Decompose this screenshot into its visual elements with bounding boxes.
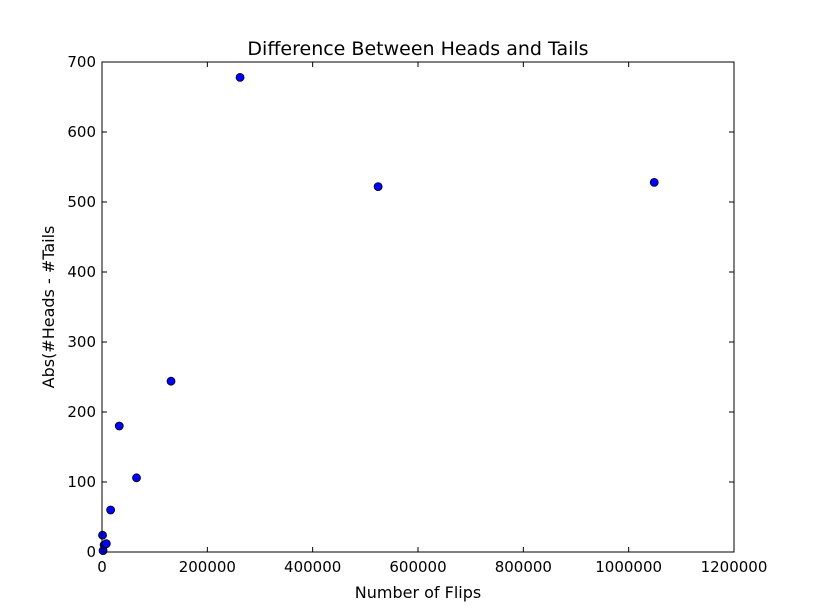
- y-tick-label: 700: [67, 53, 96, 71]
- chart-title: Difference Between Heads and Tails: [247, 38, 588, 60]
- x-tick-label: 600000: [389, 558, 446, 576]
- x-tick-label: 1200000: [701, 558, 768, 576]
- data-point: [649, 177, 659, 187]
- axis-ticks: 0 200000 400000 600000 800000 1000000 1200000 0…: [67, 53, 767, 576]
- x-axis-title: Number of Flips: [355, 583, 481, 602]
- y-axis-title: Abs(#Heads - #Tails: [39, 226, 58, 389]
- y-tick-label: 200: [67, 403, 96, 421]
- plot-frame: [101, 61, 735, 553]
- data-points: [98, 73, 659, 555]
- x-tick-label: 1000000: [595, 558, 662, 576]
- x-tick-label: 200000: [179, 558, 236, 576]
- x-tick-label: 0: [97, 558, 107, 576]
- y-tick-label: 500: [67, 193, 96, 211]
- data-point: [106, 505, 116, 515]
- x-tick-label: 800000: [495, 558, 552, 576]
- y-tick-label: 300: [67, 333, 96, 351]
- y-tick-label: 0: [86, 543, 96, 561]
- y-tick-label: 400: [67, 263, 96, 281]
- x-tick-label: 400000: [284, 558, 341, 576]
- data-point: [235, 73, 245, 82]
- y-tick-label: 100: [67, 473, 96, 491]
- data-point: [101, 539, 111, 548]
- data-point: [132, 473, 141, 483]
- data-point: [373, 182, 383, 192]
- data-point: [166, 376, 176, 386]
- y-tick-label: 600: [67, 123, 96, 141]
- data-point: [98, 530, 107, 540]
- data-point: [114, 421, 124, 431]
